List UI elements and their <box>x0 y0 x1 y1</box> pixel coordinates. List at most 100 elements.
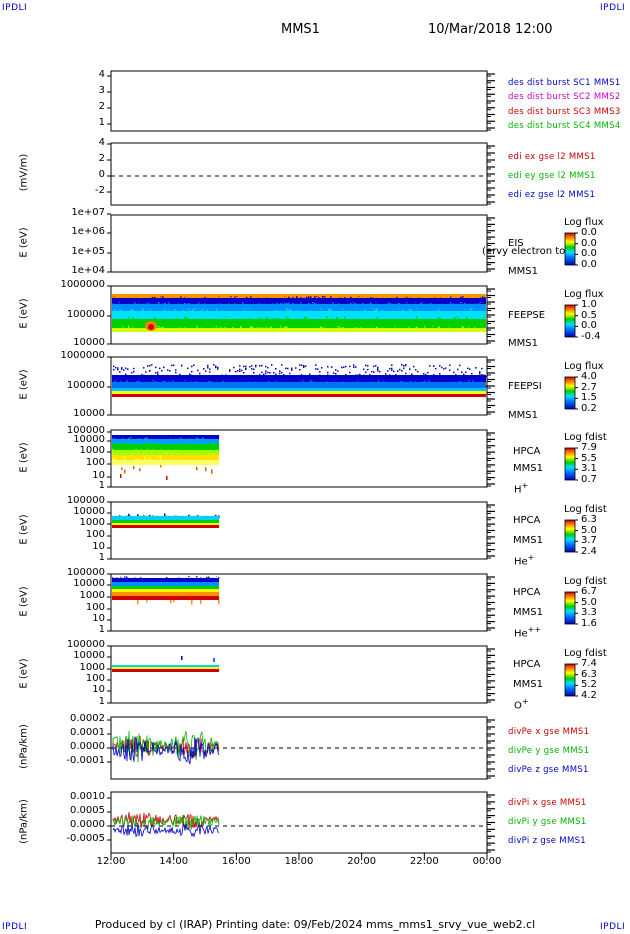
feepsi-speck <box>285 367 287 370</box>
legend-entry: des dist burst SC2 MMS2 <box>508 92 621 102</box>
spectrogram-fill <box>112 328 486 332</box>
spectrogram-speck <box>114 458 116 461</box>
spectrogram-speck <box>426 381 428 383</box>
feepsi-speck <box>239 370 241 373</box>
feepsi-speck <box>243 365 245 368</box>
colorbar-tick-label: 5.0 <box>581 524 597 536</box>
spectrogram-speck <box>394 310 396 313</box>
species-label: He++ <box>514 625 541 639</box>
feepsi-speck <box>251 368 253 370</box>
spectrogram-speck <box>186 303 188 305</box>
spectrogram-band <box>112 294 486 298</box>
feepsi-speck <box>235 370 237 373</box>
feepsi-speck <box>439 373 441 375</box>
panel-frame <box>110 501 488 560</box>
feepsi-speck <box>163 366 165 369</box>
spectrogram-speck <box>142 452 144 455</box>
feepsi-speck <box>149 370 151 372</box>
y-tick-label: 0.0000 <box>70 819 105 830</box>
spectrogram-speck <box>472 380 474 382</box>
spectrogram-band <box>112 452 220 460</box>
spectrogram-speck <box>242 302 244 304</box>
spectrogram-speck <box>232 310 234 314</box>
feepsi-speck <box>267 366 269 369</box>
feepsi-speck <box>275 373 277 376</box>
feepsi-speck <box>481 374 483 376</box>
hpca-speck <box>191 600 193 605</box>
spectrogram-speck <box>344 296 346 298</box>
hpca-speck <box>137 600 139 605</box>
spectrogram-speck <box>138 438 140 441</box>
spectrogram-speck <box>186 438 188 440</box>
feepsi-speck <box>379 370 381 373</box>
hpca-speck <box>124 469 126 474</box>
feepsi-speck <box>127 368 129 370</box>
y-tick-label: 1e+06 <box>71 226 105 237</box>
spectrogram-speck <box>418 297 420 299</box>
spectrogram-band <box>112 437 220 444</box>
spectrogram-speck <box>136 381 138 384</box>
spectrogram-speck <box>472 308 474 310</box>
colorbar-tick-label: 0.0 <box>581 237 597 249</box>
spectrogram-speck <box>300 297 302 299</box>
spectrogram-speck <box>318 327 320 330</box>
feepsi-speck <box>417 370 419 373</box>
instrument-label: FEEPSI <box>508 381 542 392</box>
feepsi-speck <box>175 369 177 371</box>
spectrogram-speck <box>224 316 226 318</box>
spectrogram-speck <box>434 310 436 312</box>
spectrogram-speck <box>260 303 262 305</box>
feepsi-speck <box>269 372 271 374</box>
hpca-speck <box>139 468 141 472</box>
feepsi-speck <box>199 372 201 375</box>
spectrogram-speck <box>250 296 252 299</box>
feepsi-speck <box>117 367 119 369</box>
spectrogram-speck <box>338 326 340 328</box>
spectrogram-speck <box>128 316 130 319</box>
spectrogram-speck <box>284 303 286 306</box>
panel-frame <box>110 214 488 273</box>
y-tick-label: 3 <box>98 85 105 96</box>
spectrogram-speck <box>118 309 120 311</box>
overlay-note: (ervy electron to <box>482 246 566 257</box>
spectrogram-speck <box>162 326 164 328</box>
feepsi-speck <box>481 367 483 370</box>
spectrogram-speck <box>288 302 290 304</box>
spectrogram-speck <box>122 438 124 441</box>
hpca-speck <box>128 513 130 517</box>
species-charge: + <box>527 553 535 562</box>
feepsi-speck <box>113 365 115 368</box>
y-tick-label: 100 <box>85 457 105 468</box>
feepsi-speck <box>239 365 241 367</box>
spectrogram-speck <box>112 457 114 460</box>
spectrogram-speck <box>254 381 256 383</box>
feepsi-speck <box>289 372 291 375</box>
spectrogram-speck <box>266 326 268 328</box>
spectrogram-band <box>112 394 486 397</box>
spectrogram-speck <box>120 459 122 463</box>
y-tick-label: 10000 <box>73 650 105 661</box>
spectrogram-speck <box>234 303 236 305</box>
spectrogram-speck <box>338 297 340 300</box>
spectrogram-speck <box>228 303 230 306</box>
spectrogram-speck <box>210 380 212 383</box>
feepsi-speck <box>391 369 393 371</box>
hpca-speck <box>170 600 172 604</box>
feepsi-speck <box>385 373 387 375</box>
spectrogram-speck <box>158 302 160 304</box>
y-tick-label: 2 <box>98 101 105 112</box>
y-tick-label: 100000 <box>66 309 105 320</box>
feepsi-speck <box>253 371 255 374</box>
feepsi-speck <box>291 369 293 371</box>
feepsi-speck <box>265 370 267 372</box>
spectrogram-speck <box>204 296 206 299</box>
panel-frame <box>110 645 488 704</box>
colorbar-tick-label: 3.7 <box>581 535 597 547</box>
spectrogram-fill <box>112 578 220 582</box>
spectrogram-speck <box>356 303 358 306</box>
spectrogram-band <box>112 435 220 439</box>
spectrogram-speck <box>138 452 140 456</box>
y-tick-label: 1 <box>98 624 105 635</box>
spectrogram-speck <box>338 303 340 305</box>
footer-credit: Produced by cl (IRAP) Printing date: 09/… <box>94 918 536 931</box>
